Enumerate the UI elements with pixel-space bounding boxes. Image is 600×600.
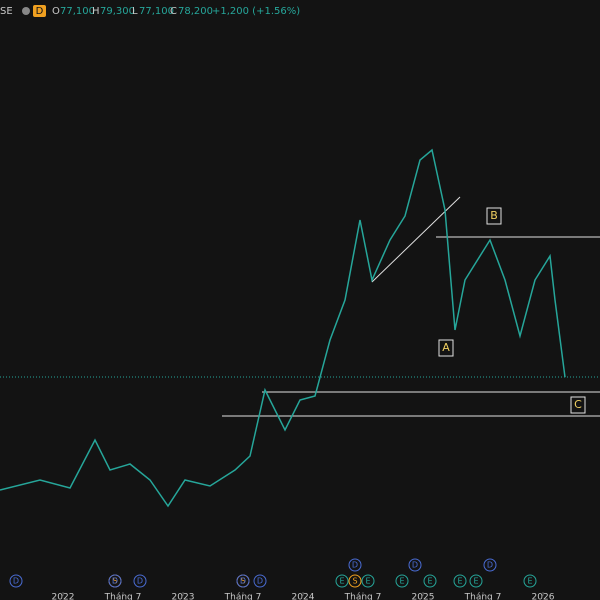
event-letter: E bbox=[427, 577, 432, 586]
event-badge bbox=[361, 574, 375, 588]
event-badge bbox=[253, 574, 267, 588]
event-badge bbox=[453, 574, 467, 588]
x-tick-label: Tháng 7 bbox=[104, 593, 142, 600]
event-badge bbox=[348, 574, 362, 588]
event-letter: S bbox=[352, 577, 357, 586]
event-letter: D bbox=[137, 577, 143, 586]
status-dot bbox=[22, 7, 30, 15]
x-tick-label: 2026 bbox=[532, 593, 555, 600]
open: 77,100 bbox=[60, 6, 95, 17]
event-badge bbox=[423, 574, 437, 588]
high-label: H bbox=[92, 6, 100, 17]
event-letter: E bbox=[473, 577, 478, 586]
annotation-box bbox=[570, 396, 586, 414]
change: +1,200 (+1.56%) bbox=[212, 6, 300, 17]
x-tick-label: Tháng 7 bbox=[224, 593, 262, 600]
event-letter: D bbox=[412, 561, 418, 570]
x-tick-label: 2023 bbox=[172, 593, 195, 600]
event-letter: E bbox=[365, 577, 370, 586]
event-letter: E bbox=[399, 577, 404, 586]
event-badge bbox=[483, 558, 497, 572]
event-badge bbox=[469, 574, 483, 588]
event-letter: E bbox=[457, 577, 462, 586]
event-badge bbox=[408, 558, 422, 572]
event-badge bbox=[133, 574, 147, 588]
event-letter: D bbox=[13, 577, 19, 586]
x-tick-label: Tháng 7 bbox=[344, 593, 382, 600]
annotation: C bbox=[574, 398, 582, 411]
x-tick-label: 2024 bbox=[292, 593, 315, 600]
event-badge bbox=[348, 558, 362, 572]
event-badge bbox=[523, 574, 537, 588]
interval: D bbox=[36, 6, 44, 17]
x-tick-label: Tháng 7 bbox=[464, 593, 502, 600]
event-letter: S bbox=[112, 577, 117, 586]
event-badge bbox=[9, 574, 23, 588]
event-letter: D bbox=[257, 577, 263, 586]
event-letter: D bbox=[352, 561, 358, 570]
high: 79,300 bbox=[100, 6, 135, 17]
event-badge bbox=[236, 574, 250, 588]
annotation-box bbox=[486, 207, 502, 225]
open-label: O bbox=[52, 6, 60, 17]
annotation: A bbox=[442, 341, 450, 354]
low-label: L bbox=[132, 6, 138, 17]
event-letter: E bbox=[339, 577, 344, 586]
symbol: SE bbox=[0, 6, 13, 17]
annotation-box bbox=[438, 339, 454, 357]
x-tick-label: 2022 bbox=[52, 593, 75, 600]
event-badge bbox=[335, 574, 349, 588]
close: 78,200 bbox=[178, 6, 213, 17]
low: 77,100 bbox=[139, 6, 174, 17]
close-label: C bbox=[170, 6, 177, 17]
interval-badge bbox=[33, 5, 46, 17]
x-tick-label: 2025 bbox=[412, 593, 435, 600]
annotation: B bbox=[490, 209, 498, 222]
event-badge bbox=[395, 574, 409, 588]
price-line bbox=[0, 148, 566, 508]
event-letter: E bbox=[527, 577, 532, 586]
event-letter: D bbox=[487, 561, 493, 570]
event-letter: D bbox=[240, 577, 246, 586]
event-letter: D bbox=[112, 577, 118, 586]
event-letter: S bbox=[240, 577, 245, 586]
event-badge bbox=[108, 574, 122, 588]
